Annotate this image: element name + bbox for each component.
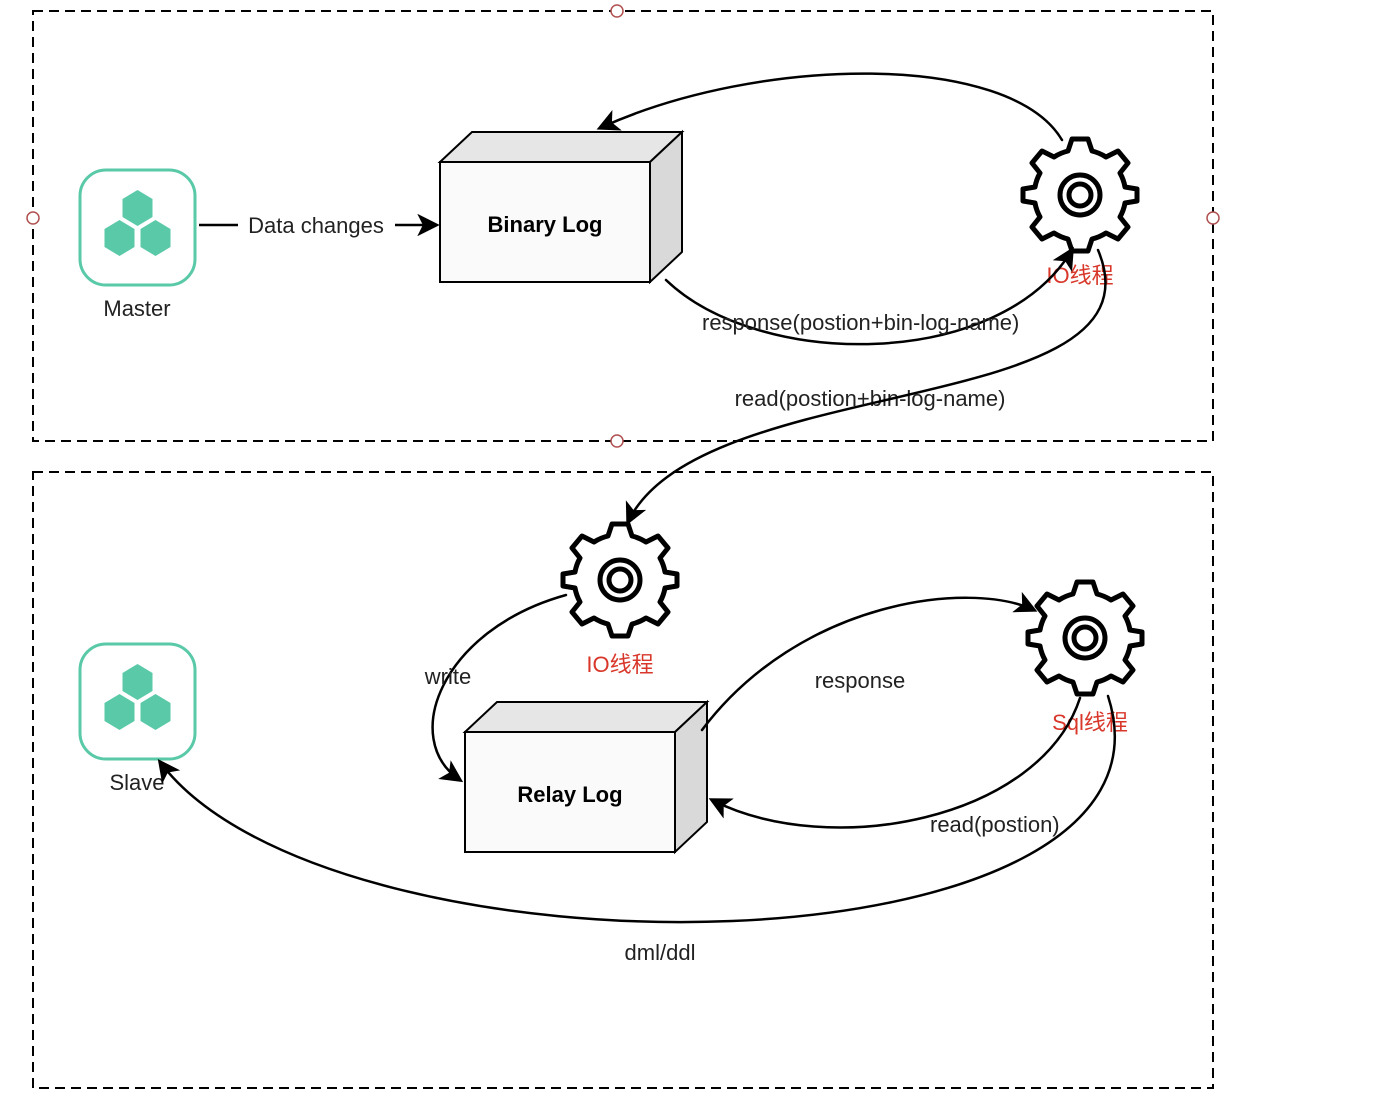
binary-log-label: Binary Log bbox=[488, 212, 603, 237]
arrow-read-bp bbox=[600, 74, 1062, 140]
io-thread-top-icon bbox=[1023, 139, 1137, 251]
io-thread-bottom-label: IO线程 bbox=[586, 652, 653, 677]
edge-label-response-bp: response(postion+bin-log-name) bbox=[702, 310, 1019, 335]
edge-label-data-changes: Data changes bbox=[248, 213, 384, 238]
relay-log-label: Relay Log bbox=[517, 782, 622, 807]
edge-label-read-pos: read(postion) bbox=[930, 812, 1060, 837]
edge-label-read-bp: read(postion+bin-log-name) bbox=[735, 386, 1006, 411]
slave-label: Slave bbox=[109, 770, 164, 795]
slave-node bbox=[80, 644, 195, 759]
port-dot bbox=[1207, 212, 1219, 224]
edge-label-response: response bbox=[815, 668, 906, 693]
port-dot bbox=[27, 212, 39, 224]
arrow-read-pos bbox=[712, 698, 1080, 828]
master-label: Master bbox=[103, 296, 170, 321]
relay-log-node: Relay Log bbox=[465, 702, 707, 852]
port-dot bbox=[611, 5, 623, 17]
edge-label-write: write bbox=[424, 664, 471, 689]
binary-log-node: Binary Log bbox=[440, 132, 682, 282]
master-node bbox=[80, 170, 195, 285]
edge-label-dml-ddl: dml/ddl bbox=[625, 940, 696, 965]
sql-thread-icon bbox=[1028, 582, 1142, 694]
port-dot bbox=[611, 435, 623, 447]
replication-diagram: Master Binary Log IO线程 Data changes read… bbox=[0, 0, 1386, 1110]
arrow-response bbox=[702, 598, 1034, 730]
io-thread-bottom-icon bbox=[563, 524, 677, 636]
